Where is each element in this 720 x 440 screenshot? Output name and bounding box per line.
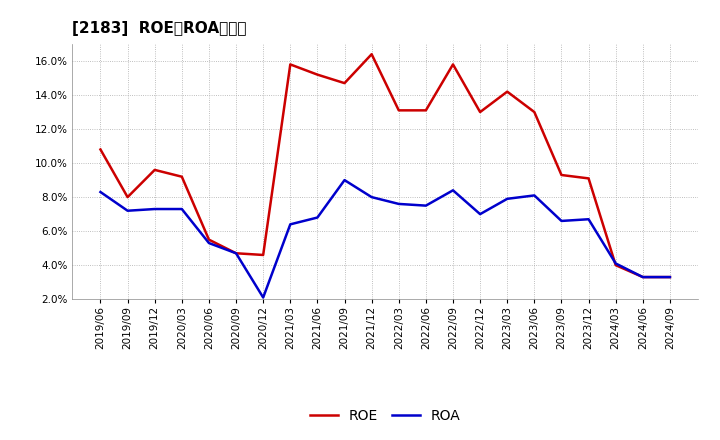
ROA [96, 189, 105, 194]
ROE [530, 110, 539, 115]
ROE [449, 62, 457, 67]
Line: ROA: ROA [101, 180, 670, 297]
ROA [286, 222, 294, 227]
ROA [665, 275, 674, 280]
ROE [584, 176, 593, 181]
ROE [259, 252, 268, 257]
ROA [449, 188, 457, 193]
ROE [232, 251, 240, 256]
ROA [178, 206, 186, 212]
ROA [476, 212, 485, 217]
ROA [204, 240, 213, 246]
ROE [421, 108, 430, 113]
ROA [341, 177, 349, 183]
ROA [503, 196, 511, 202]
ROE [313, 72, 322, 77]
ROE [367, 51, 376, 57]
ROE [395, 108, 403, 113]
ROA [421, 203, 430, 208]
ROE [123, 194, 132, 200]
ROE [341, 81, 349, 86]
ROE [204, 237, 213, 242]
ROA [530, 193, 539, 198]
ROA [313, 215, 322, 220]
ROE [150, 167, 159, 172]
ROE [476, 110, 485, 115]
ROA [259, 295, 268, 300]
Line: ROE: ROE [101, 54, 670, 277]
ROE [557, 172, 566, 178]
ROA [123, 208, 132, 213]
ROA [367, 194, 376, 200]
ROA [584, 216, 593, 222]
Legend: ROE, ROA: ROE, ROA [305, 403, 466, 428]
Text: [2183]  ROE、ROAの推移: [2183] ROE、ROAの推移 [72, 21, 246, 36]
ROA [557, 218, 566, 224]
ROE [611, 263, 620, 268]
ROE [665, 275, 674, 280]
ROA [611, 261, 620, 266]
ROA [395, 201, 403, 206]
ROA [232, 251, 240, 256]
ROE [503, 89, 511, 94]
ROE [639, 275, 647, 280]
ROE [178, 174, 186, 180]
ROE [286, 62, 294, 67]
ROA [150, 206, 159, 212]
ROE [96, 147, 105, 152]
ROA [639, 275, 647, 280]
